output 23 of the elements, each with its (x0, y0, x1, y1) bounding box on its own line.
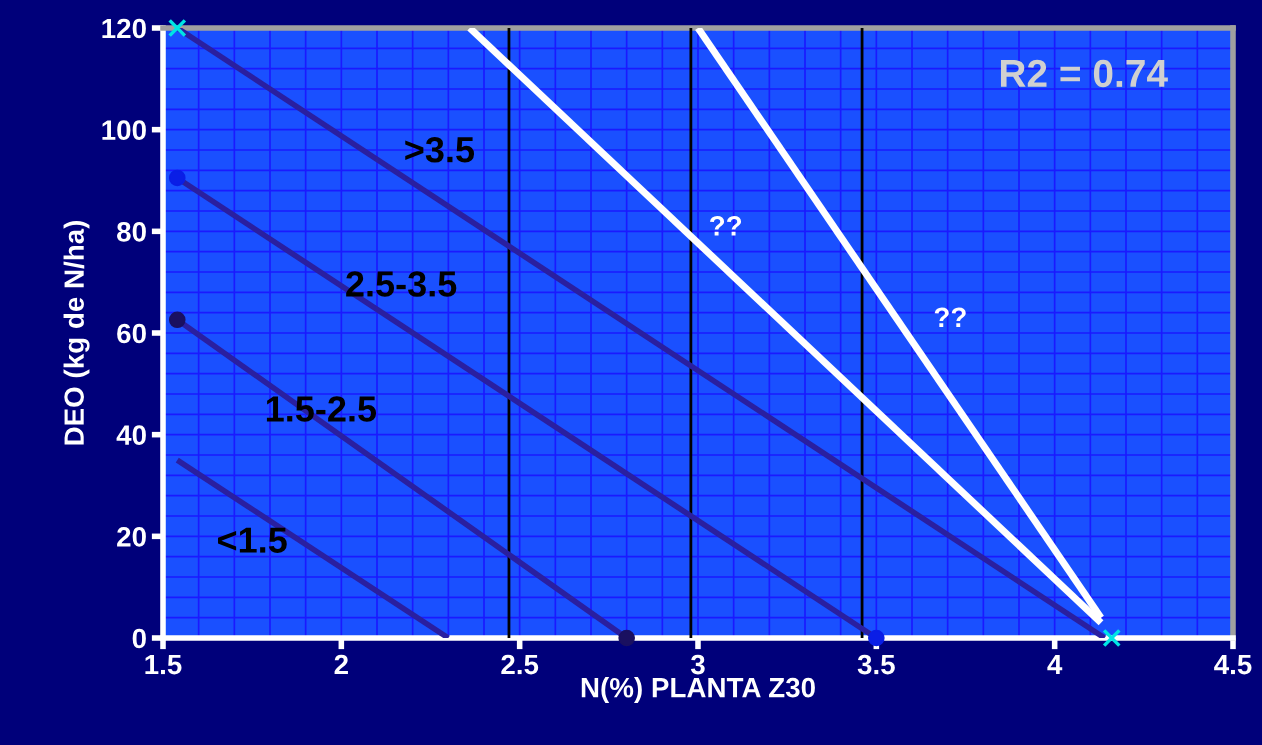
x-axis-title: N(%) PLANTA Z30 (581, 677, 815, 703)
y-tick-label: 100 (102, 120, 146, 141)
series-label: 2.5-3.5 (346, 271, 457, 297)
y-tick-label: 120 (102, 18, 146, 39)
x-tick-label: 3 (690, 654, 705, 675)
series-label: ?? (934, 307, 966, 327)
series-label: <1.5 (218, 527, 287, 553)
series-label: >3.5 (405, 136, 475, 163)
x-tick-label: 4 (1047, 654, 1063, 675)
x-tick-label: 2.5 (501, 654, 539, 675)
x-tick-label: 2 (334, 654, 348, 675)
series-label: 1.5-2.5 (266, 396, 377, 422)
y-tick-label: 40 (116, 425, 146, 446)
annotation: R2 = 0.74 (1000, 59, 1168, 88)
x-tick-label: 3.5 (857, 654, 895, 675)
y-tick-label: 60 (117, 323, 146, 344)
series-label: ?? (709, 216, 742, 236)
x-tick-label: 4.5 (1214, 654, 1252, 675)
x-tick-label: 1.5 (145, 654, 182, 675)
y-tick-label: 0 (132, 628, 146, 649)
y-tick-label: 20 (117, 527, 146, 547)
y-tick-label: 80 (117, 222, 146, 242)
y-axis-title: DEO (kg de N/ha) (63, 220, 90, 445)
